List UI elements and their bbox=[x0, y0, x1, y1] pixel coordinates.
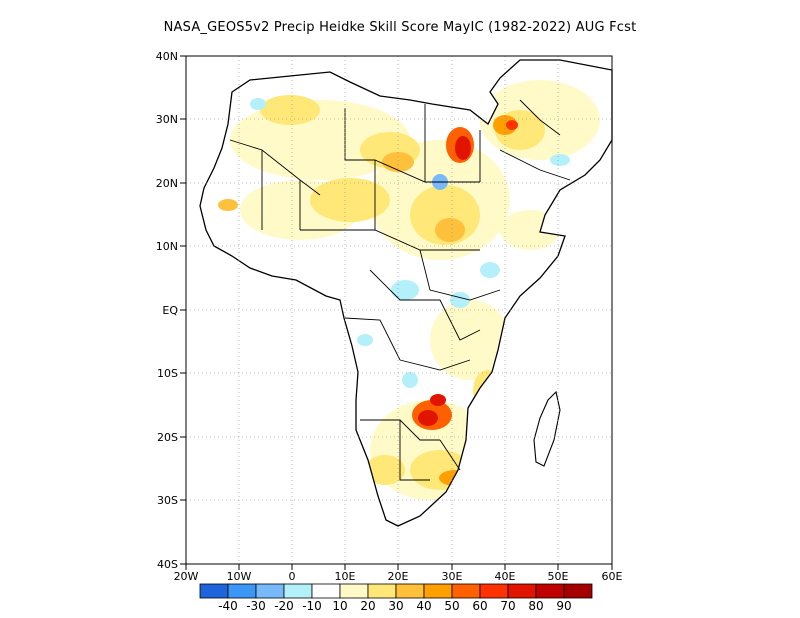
lon-tick-label: 40E bbox=[495, 570, 516, 583]
colorbar-label: 70 bbox=[500, 599, 515, 613]
lon-tick-labels: 20W 10W 0 10E 20E 30E 40E 50E 60E bbox=[174, 570, 623, 583]
lon-tick-label: 10E bbox=[335, 570, 356, 583]
gridlines bbox=[186, 56, 612, 564]
colorbar-label: -10 bbox=[302, 599, 322, 613]
colorbar-label: 40 bbox=[416, 599, 431, 613]
colorbar-label: 10 bbox=[332, 599, 347, 613]
lon-tick-label: 20E bbox=[388, 570, 409, 583]
tick-marks bbox=[180, 55, 613, 570]
colorbar-swatch bbox=[535, 583, 565, 599]
colorbar-swatch bbox=[311, 583, 341, 599]
lat-tick-label: 10N bbox=[156, 240, 178, 253]
colorbar-swatch bbox=[395, 583, 425, 599]
colorbar-label: -30 bbox=[246, 599, 266, 613]
chart-title: NASA_GEOS5v2 Precip Heidke Skill Score M… bbox=[163, 20, 637, 35]
lat-tick-label: 30S bbox=[157, 494, 178, 507]
lat-tick-label: 20N bbox=[156, 177, 178, 190]
colorbar-label: 80 bbox=[528, 599, 543, 613]
lon-tick-label: 30E bbox=[442, 570, 463, 583]
colorbar-swatch bbox=[227, 583, 257, 599]
colorbar-swatch bbox=[479, 583, 509, 599]
country-borders bbox=[229, 99, 571, 481]
colorbar-swatch bbox=[507, 583, 537, 599]
lat-tick-label: 10S bbox=[157, 367, 178, 380]
lat-tick-label: EQ bbox=[162, 304, 178, 317]
lat-tick-label: 30N bbox=[156, 113, 178, 126]
colorbar-label: -20 bbox=[274, 599, 294, 613]
colorbar-swatch bbox=[283, 583, 313, 599]
colorbar-swatch bbox=[339, 583, 369, 599]
colorbar-label: 90 bbox=[556, 599, 571, 613]
colorbar-swatch bbox=[563, 583, 593, 599]
colorbar-swatch bbox=[255, 583, 285, 599]
colorbar-label: -40 bbox=[218, 599, 238, 613]
lat-tick-label: 40S bbox=[157, 558, 178, 571]
colorbar-labels: -40 -30 -20 -10 10 20 30 40 50 60 70 80 … bbox=[218, 599, 571, 613]
madagascar bbox=[533, 390, 561, 467]
colorbar-label: 60 bbox=[472, 599, 487, 613]
colorbar-swatch bbox=[423, 583, 453, 599]
lat-tick-labels: 40N 30N 20N 10N EQ 10S 20S 30S 40S bbox=[156, 50, 179, 571]
lon-tick-label: 0 bbox=[289, 570, 296, 583]
colorbar bbox=[199, 583, 593, 599]
lon-tick-label: 10W bbox=[227, 570, 252, 583]
colorbar-swatch bbox=[199, 583, 229, 599]
lon-tick-label: 60E bbox=[602, 570, 623, 583]
colorbar-label: 50 bbox=[444, 599, 459, 613]
colorbar-label: 20 bbox=[360, 599, 375, 613]
colorbar-swatch bbox=[451, 583, 481, 599]
colorbar-label: 30 bbox=[388, 599, 403, 613]
lon-tick-label: 50E bbox=[548, 570, 569, 583]
colorbar-swatch bbox=[367, 583, 397, 599]
lat-tick-label: 20S bbox=[157, 431, 178, 444]
lon-tick-label: 20W bbox=[174, 570, 199, 583]
lat-tick-label: 40N bbox=[156, 50, 178, 63]
